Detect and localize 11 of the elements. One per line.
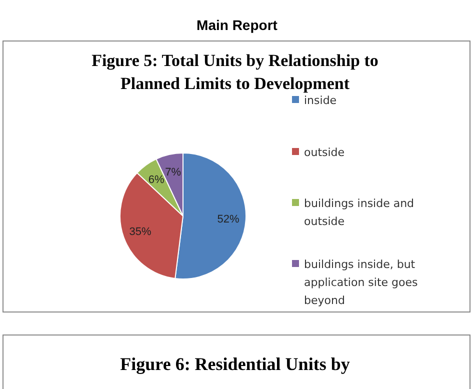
data-label: 35% bbox=[129, 226, 152, 238]
text: Main Report bbox=[196, 17, 278, 33]
data-label: 7% bbox=[165, 166, 182, 179]
data-label: 52% bbox=[217, 214, 240, 226]
legend-label: inside bbox=[304, 94, 337, 107]
chart-title: Figure 5: Total Units by Relationship to Planned Limits to Development bbox=[92, 51, 378, 93]
legend-label: buildings inside, but application site goes beyond bbox=[304, 258, 418, 307]
legend-label: buildings inside and outside bbox=[304, 197, 414, 228]
caption: Figure 6: Residential Units by bbox=[120, 354, 350, 374]
legend-label: outside bbox=[304, 146, 345, 159]
data-label: 6% bbox=[148, 174, 165, 186]
